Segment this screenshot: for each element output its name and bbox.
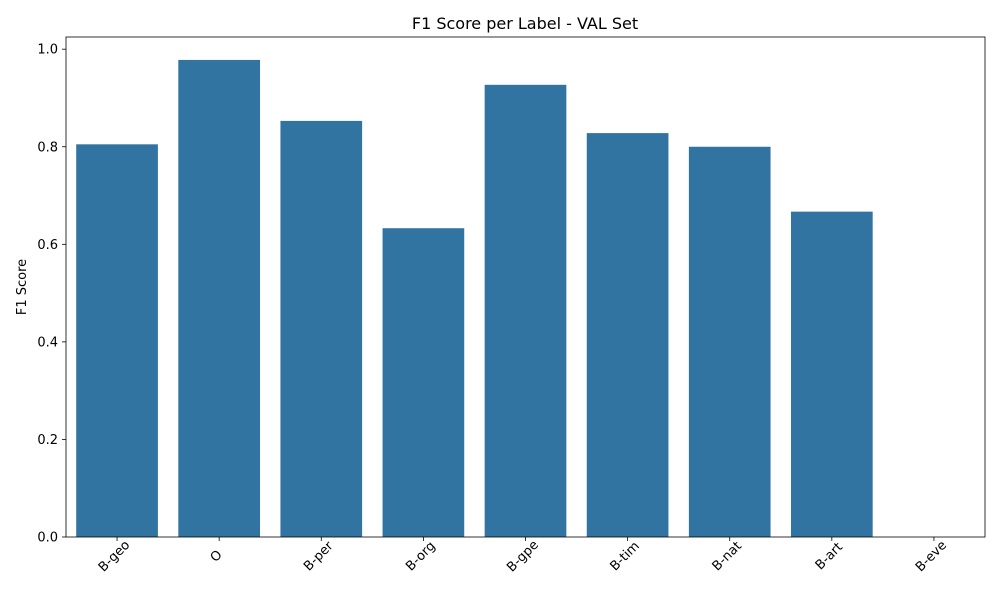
- x-tick-label: B-nat: [710, 539, 745, 574]
- bar-b-per: [280, 120, 363, 537]
- y-axis-ticks: 0.0 0.2 0.4 0.6 0.8 1.0: [37, 43, 66, 546]
- bar-b-org: [382, 228, 465, 537]
- bar-b-gpe: [484, 84, 567, 538]
- x-tick-label: B-per: [301, 538, 337, 574]
- x-tick-label: B-gpe: [504, 538, 542, 576]
- bars-group: [76, 59, 873, 538]
- x-tick-label: B-eve: [913, 538, 950, 575]
- y-axis-title: F1 Score: [15, 259, 30, 315]
- chart-title: F1 Score per Label - VAL Set: [412, 14, 638, 33]
- bar-b-tim: [586, 133, 669, 537]
- y-tick-label: 0.6: [37, 238, 58, 253]
- x-tick-label: B-org: [403, 539, 438, 574]
- y-tick-label: 0.4: [37, 335, 58, 350]
- bar-o: [178, 59, 261, 538]
- x-tick-label: B-tim: [607, 539, 642, 574]
- plot-area-frame: [65, 36, 986, 538]
- y-tick-label: 1.0: [37, 43, 58, 58]
- x-tick-label: O: [208, 548, 226, 566]
- y-tick-label: 0.0: [37, 531, 58, 546]
- bar-b-nat: [688, 146, 771, 537]
- x-tick-label: B-art: [813, 540, 846, 573]
- x-tick-label: B-geo: [96, 538, 133, 575]
- bar-b-geo: [76, 144, 158, 537]
- y-tick-label: 0.2: [37, 433, 58, 448]
- bar-b-art: [790, 211, 873, 537]
- y-tick-label: 0.8: [37, 140, 58, 155]
- x-axis-ticks: B-geo O B-per B-org B-gpe B-tim B-nat B-art B-ev…: [96, 537, 950, 575]
